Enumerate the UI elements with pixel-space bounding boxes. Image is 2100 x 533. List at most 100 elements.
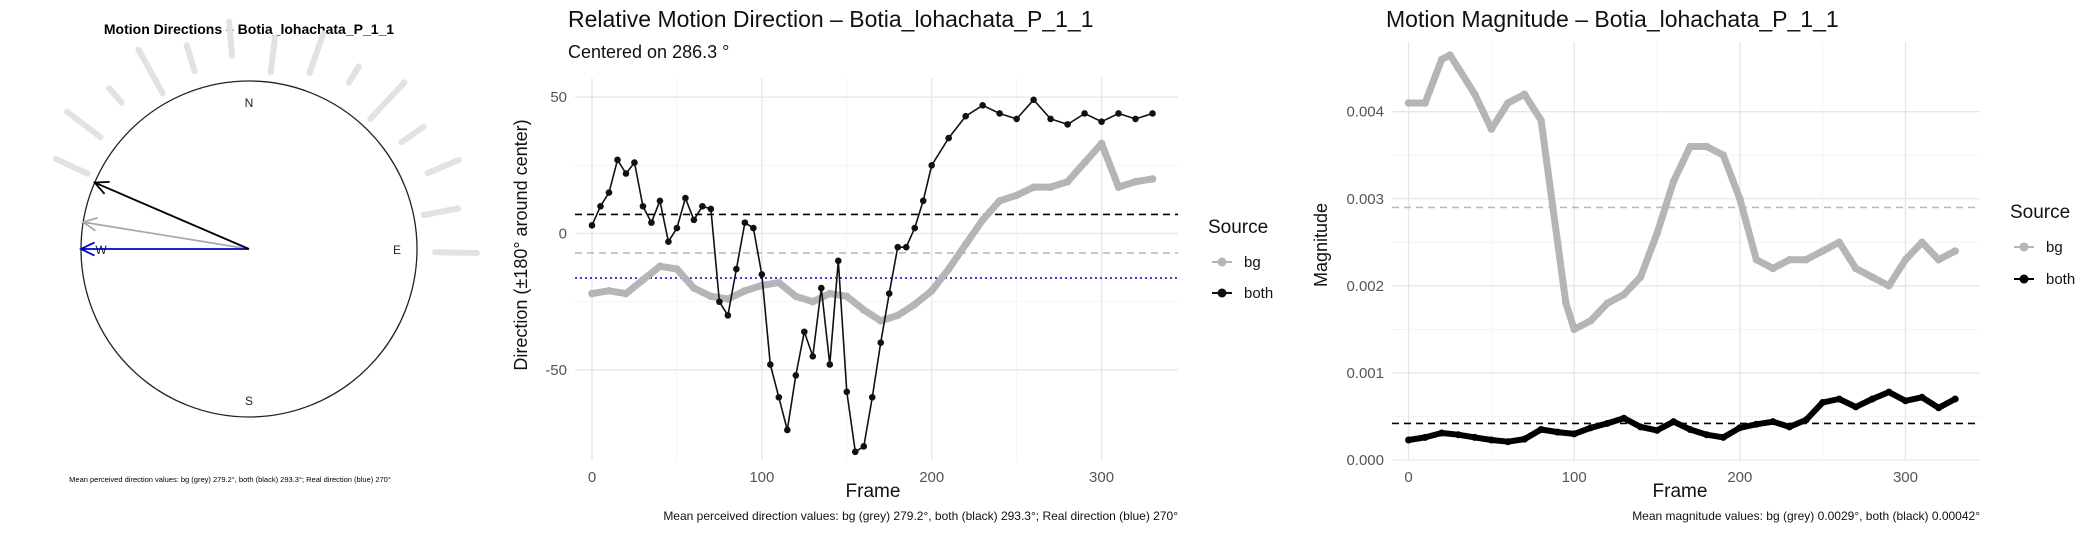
data-point-both bbox=[1081, 110, 1088, 117]
data-point-both bbox=[1047, 115, 1054, 123]
magnitude-legend-title: Source bbox=[2010, 202, 2070, 223]
data-point-both bbox=[801, 328, 808, 336]
data-point-bg bbox=[1835, 238, 1844, 247]
y-tick-label: 0.002 bbox=[1346, 278, 1384, 295]
data-point-bg bbox=[707, 292, 715, 301]
data-point-both bbox=[826, 361, 834, 368]
data-point-both bbox=[1537, 426, 1545, 434]
data-point-both bbox=[928, 162, 936, 169]
compass-bg-ray bbox=[226, 18, 236, 59]
compass-panel: Motion Directions – Botia_lohachata_P_1_… bbox=[52, 18, 480, 484]
data-point-both bbox=[682, 194, 689, 202]
data-point-bg bbox=[1934, 255, 1943, 264]
x-tick-label: 300 bbox=[1893, 469, 1918, 486]
data-point-both bbox=[1852, 403, 1860, 411]
data-point-bg bbox=[690, 284, 698, 292]
data-point-both bbox=[631, 159, 638, 166]
data-point-both bbox=[1786, 423, 1794, 431]
data-point-both bbox=[750, 224, 757, 232]
data-point-bg bbox=[639, 276, 647, 284]
magnitude-series bbox=[1404, 51, 1959, 446]
data-point-both bbox=[962, 112, 969, 120]
data-point-both bbox=[1835, 395, 1843, 403]
compass-label-south: S bbox=[245, 394, 253, 408]
data-point-bg bbox=[1636, 273, 1645, 281]
compass-caption: Mean perceived direction values: bg (gre… bbox=[69, 475, 391, 484]
data-point-bg bbox=[1504, 99, 1512, 107]
data-point-bg bbox=[1802, 255, 1810, 264]
data-point-bg bbox=[775, 278, 783, 287]
data-point-both bbox=[1030, 96, 1037, 104]
data-point-bg bbox=[859, 306, 868, 314]
magnitude-legend: Source bg both bbox=[2010, 202, 2075, 288]
data-point-both bbox=[1603, 419, 1611, 427]
x-tick-label: 0 bbox=[1404, 469, 1412, 486]
data-point-both bbox=[716, 298, 723, 306]
data-point-both bbox=[1587, 424, 1595, 432]
data-point-both bbox=[877, 339, 885, 346]
data-point-both bbox=[979, 101, 986, 109]
data-point-both bbox=[648, 219, 655, 226]
data-point-bg bbox=[1901, 255, 1910, 264]
data-point-both bbox=[1098, 118, 1105, 125]
data-point-bg bbox=[995, 196, 1004, 205]
data-point-both bbox=[1471, 433, 1479, 441]
data-point-both bbox=[1405, 436, 1413, 444]
x-tick-label: 0 bbox=[588, 469, 596, 486]
data-point-bg bbox=[809, 297, 817, 306]
data-point-both bbox=[1769, 418, 1777, 426]
series-line-bg bbox=[588, 140, 1156, 325]
data-point-bg bbox=[792, 292, 800, 301]
data-point-both bbox=[1802, 416, 1810, 424]
data-point-both bbox=[1115, 110, 1122, 117]
direction-reference-lines bbox=[575, 213, 1178, 279]
data-point-both bbox=[1438, 429, 1446, 437]
magnitude-legend-dot-both bbox=[2019, 274, 2029, 284]
data-point-both bbox=[996, 110, 1003, 117]
data-point-both bbox=[868, 393, 876, 401]
data-point-both bbox=[1901, 397, 1909, 405]
magnitude-title: Motion Magnitude – Botia_lohachata_P_1_1 bbox=[1386, 6, 1839, 32]
compass-background-rays bbox=[52, 18, 480, 256]
data-point-both bbox=[1686, 426, 1694, 434]
data-point-bg bbox=[1719, 151, 1728, 160]
y-tick-label: 50 bbox=[550, 89, 567, 106]
data-point-both bbox=[699, 202, 706, 210]
compass-bg-ray bbox=[106, 85, 125, 106]
x-tick-label: 300 bbox=[1089, 469, 1114, 486]
data-point-both bbox=[1570, 430, 1578, 438]
data-point-both bbox=[1636, 423, 1644, 431]
data-point-both bbox=[1504, 438, 1512, 446]
data-point-both bbox=[1719, 433, 1727, 441]
data-point-bg bbox=[1736, 194, 1744, 203]
x-tick-label: 100 bbox=[1562, 469, 1587, 486]
data-point-bg bbox=[1785, 255, 1794, 264]
x-tick-label: 200 bbox=[1727, 469, 1752, 486]
data-point-both bbox=[1554, 428, 1562, 436]
data-point-both bbox=[1454, 431, 1462, 439]
magnitude-tick-labels: 0 100 200 300 0.004 0.003 0.002 0.001 0.000 bbox=[1346, 104, 1918, 486]
data-point-bg bbox=[1586, 316, 1595, 325]
compass-bg-ray bbox=[367, 79, 408, 122]
data-point-bg bbox=[1686, 142, 1694, 151]
compass-label-north: N bbox=[245, 96, 254, 110]
direction-legend-dot-bg bbox=[1217, 257, 1227, 267]
data-point-bg bbox=[741, 287, 749, 295]
data-point-bg bbox=[1421, 99, 1429, 107]
data-point-bg bbox=[1520, 90, 1529, 99]
y-tick-label: 0 bbox=[559, 226, 567, 243]
compass-arrowhead-real bbox=[78, 241, 95, 257]
data-point-both bbox=[860, 443, 868, 450]
direction-x-axis-label: Frame bbox=[846, 481, 901, 502]
y-tick-label: 0.004 bbox=[1346, 104, 1384, 121]
magnitude-legend-dot-bg bbox=[2019, 242, 2029, 252]
data-point-bg bbox=[1868, 273, 1877, 281]
data-point-bg bbox=[1437, 55, 1446, 64]
data-point-both bbox=[1918, 393, 1926, 401]
direction-legend-label-bg: bg bbox=[1244, 254, 1261, 271]
compass-arrowhead-bg bbox=[81, 216, 98, 232]
data-point-both bbox=[1951, 395, 1959, 403]
compass-bg-ray bbox=[135, 46, 166, 97]
data-point-both bbox=[639, 202, 647, 210]
